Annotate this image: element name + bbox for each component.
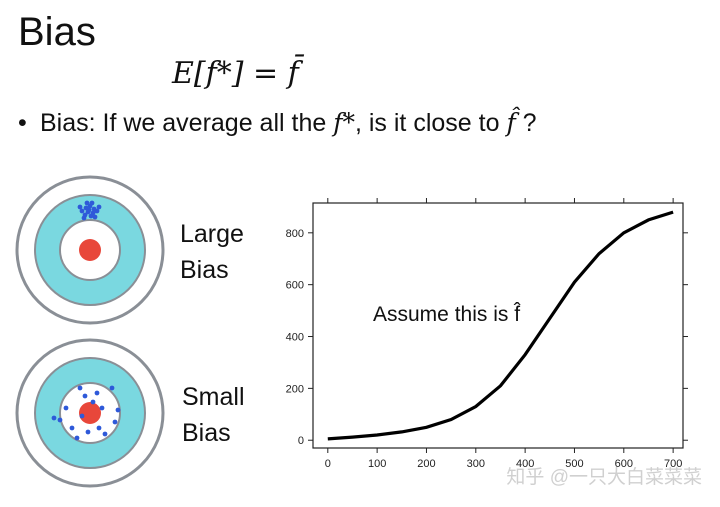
shot-cluster-large bbox=[77, 200, 102, 221]
axis-ticks: 0 100 200 300 400 500 600 700 0 200 400 600 800 bbox=[286, 198, 688, 470]
y-tick-label: 800 bbox=[286, 228, 304, 240]
shot-dot bbox=[85, 429, 91, 435]
shot-dot bbox=[84, 200, 90, 206]
bullet-text-middle: , is it close to bbox=[354, 109, 507, 137]
bullseye-icon bbox=[79, 402, 101, 424]
shot-dot bbox=[99, 405, 105, 411]
bullseye-icon bbox=[79, 239, 101, 261]
large-bias-label: Large Bias bbox=[180, 216, 244, 288]
small-bias-label: Small Bias bbox=[182, 379, 245, 451]
shot-dot bbox=[102, 431, 108, 437]
shot-dot bbox=[86, 207, 92, 213]
shot-dot bbox=[81, 215, 87, 221]
bullet-dot-icon: • bbox=[18, 109, 27, 137]
shot-dot bbox=[94, 390, 100, 396]
shot-dot bbox=[82, 393, 88, 399]
slide-title: Bias bbox=[18, 10, 96, 54]
bullet-text-after: ? bbox=[515, 109, 537, 137]
y-tick-label: 400 bbox=[286, 332, 304, 344]
large-bias-label-line1: Large bbox=[180, 220, 244, 248]
large-bias-label-line2: Bias bbox=[180, 256, 229, 284]
shot-dot bbox=[94, 208, 100, 214]
small-bias-label-line1: Small bbox=[182, 383, 245, 411]
shot-dot bbox=[90, 399, 96, 405]
bullet-var-fhat: f̂ bbox=[506, 108, 516, 137]
fhat-curve bbox=[327, 210, 674, 441]
bias-formula: E[f*] = f̄ bbox=[172, 56, 299, 91]
shot-dot bbox=[51, 415, 57, 421]
x-tick-label: 400 bbox=[516, 458, 534, 470]
chart-annotation: Assume this is f̂ bbox=[373, 303, 521, 326]
bullet-line: • Bias: If we average all the f*, is it c… bbox=[18, 106, 537, 140]
shot-dot bbox=[112, 419, 118, 425]
watermark: 知乎 @一只大白菜菜菜 bbox=[506, 467, 702, 488]
shot-dot bbox=[79, 413, 85, 419]
shot-dot bbox=[88, 213, 94, 219]
shot-dot bbox=[96, 425, 102, 431]
x-tick-label: 500 bbox=[565, 458, 583, 470]
fhat-chart: 0 100 200 300 400 500 600 700 0 200 400 600 800 Assu… bbox=[286, 198, 688, 470]
shot-dot bbox=[77, 385, 83, 391]
x-tick-label: 600 bbox=[615, 458, 633, 470]
shot-dot bbox=[63, 405, 69, 411]
x-tick-label: 0 bbox=[325, 458, 331, 470]
target-small-bias bbox=[15, 338, 165, 488]
y-tick-label: 200 bbox=[286, 383, 304, 395]
bullet-var-fstar: f* bbox=[333, 108, 355, 137]
shot-dot bbox=[74, 435, 80, 441]
shot-cluster-small bbox=[51, 385, 121, 441]
y-tick-label: 600 bbox=[286, 280, 304, 292]
small-bias-label-line2: Bias bbox=[182, 419, 231, 447]
shot-dot bbox=[57, 417, 63, 423]
target-large-bias bbox=[15, 175, 165, 325]
x-tick-label: 300 bbox=[467, 458, 485, 470]
bullet-text-before: Bias: If we average all the bbox=[40, 109, 334, 137]
shot-dot bbox=[69, 425, 75, 431]
shot-dot bbox=[109, 385, 115, 391]
x-tick-label: 100 bbox=[368, 458, 386, 470]
x-tick-label: 200 bbox=[417, 458, 435, 470]
shot-dot bbox=[89, 200, 95, 206]
shot-dot bbox=[77, 204, 83, 210]
shot-dot bbox=[92, 214, 98, 220]
shot-dot bbox=[96, 204, 102, 210]
x-tick-label: 700 bbox=[664, 458, 682, 470]
shot-dot bbox=[79, 208, 85, 214]
shot-dot bbox=[115, 407, 121, 413]
targets-illustration bbox=[15, 175, 165, 488]
y-tick-label: 0 bbox=[298, 435, 304, 447]
plot-frame bbox=[312, 202, 684, 449]
